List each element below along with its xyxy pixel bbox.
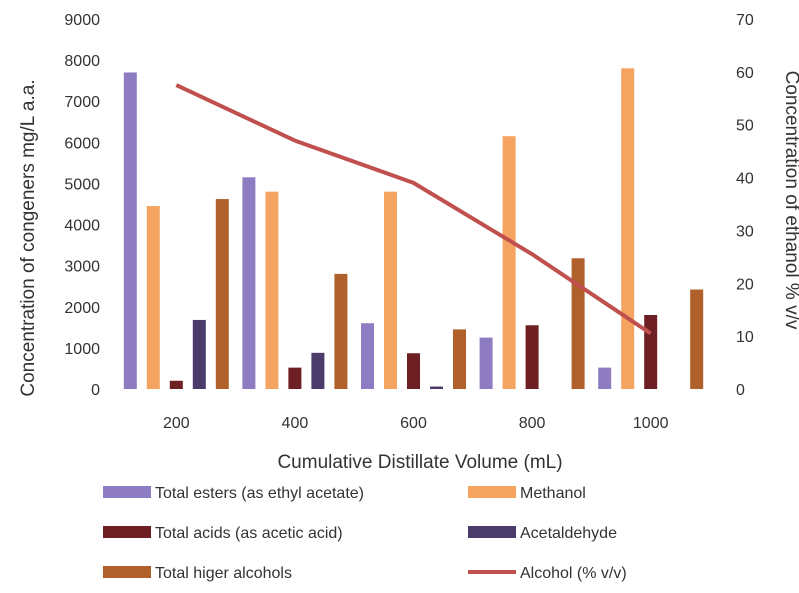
line-layer: [175, 83, 652, 336]
bar-series-4-200: [192, 319, 206, 389]
bar-series-5-200: [215, 199, 229, 389]
alcohol-line: [175, 83, 652, 336]
y-axis-title: Concentration of congeners mg/L a.a.: [18, 79, 39, 396]
legend-swatch-3: [103, 526, 151, 538]
bar-series-3-200: [169, 380, 183, 389]
right-tick-label: 30: [736, 223, 754, 240]
bar-series-1-400: [242, 177, 256, 389]
bar-series-4-600: [430, 386, 443, 389]
bar-series-2-800: [502, 136, 516, 389]
left-tick-label: 0: [91, 382, 100, 399]
bar-series-1-1000: [598, 367, 612, 389]
right-axis-ticks: 0 10 20 30 40 50 60 70: [736, 12, 754, 399]
x-tick-label: 200: [163, 415, 190, 432]
bars-group: [123, 68, 704, 389]
legend-label-2: Methanol: [520, 485, 586, 502]
bar-series-1-200: [123, 72, 137, 389]
legend-label-4: Acetaldehyde: [520, 525, 617, 542]
left-tick-label: 1000: [64, 341, 100, 358]
bar-series-1-600: [361, 323, 374, 389]
bar-series-4-400: [311, 352, 325, 389]
legend-swatch-5: [103, 566, 151, 578]
right-tick-label: 60: [736, 65, 754, 82]
legend-swatch-1: [103, 486, 151, 498]
left-tick-label: 7000: [64, 94, 100, 111]
right-tick-label: 40: [736, 171, 754, 188]
bar-series-3-800: [525, 325, 539, 389]
x-axis-title: Cumulative Distillate Volume (mL): [277, 452, 562, 473]
left-tick-label: 6000: [64, 135, 100, 152]
left-tick-label: 5000: [64, 176, 100, 193]
bar-series-3-400: [288, 367, 302, 389]
legend-label-6: Alcohol (% v/v): [520, 565, 627, 582]
legend: Total esters (as ethyl acetate) Methanol T…: [103, 485, 627, 582]
x-tick-label: 800: [519, 415, 546, 432]
bar-series-3-1000: [644, 315, 658, 389]
x-tick-label: 1000: [633, 415, 669, 432]
bar-series-2-400: [265, 191, 279, 389]
legend-swatch-4: [468, 526, 516, 538]
left-tick-label: 8000: [64, 53, 100, 70]
legend-label-3: Total acids (as acetic acid): [155, 525, 343, 542]
bar-series-2-1000: [621, 68, 635, 389]
right-tick-label: 50: [736, 118, 754, 135]
right-tick-label: 10: [736, 329, 754, 346]
right-tick-label: 20: [736, 276, 754, 293]
bar-series-5-1000: [690, 289, 704, 389]
legend-label-5: Total higer alcohols: [155, 565, 292, 582]
bar-series-5-400: [334, 273, 348, 389]
bar-series-1-800: [479, 337, 493, 389]
bar-series-2-200: [146, 206, 160, 389]
x-axis-ticks: 200 400 600 800 1000: [163, 415, 669, 432]
left-tick-label: 9000: [64, 12, 100, 29]
legend-swatch-2: [468, 486, 516, 498]
right-tick-label: 70: [736, 12, 754, 29]
left-tick-label: 3000: [64, 259, 100, 276]
bar-series-5-800: [571, 258, 585, 389]
left-tick-label: 4000: [64, 218, 100, 235]
bar-series-2-600: [384, 191, 397, 389]
y2-axis-title: Concentration of ethanol % v/v: [781, 71, 799, 330]
left-axis-ticks: 0 1000 2000 3000 4000 5000 6000 7000 8000 9000: [64, 12, 100, 399]
bar-series-5-600: [453, 329, 466, 389]
right-tick-label: 0: [736, 382, 745, 399]
x-tick-label: 400: [282, 415, 309, 432]
x-tick-label: 600: [400, 415, 427, 432]
left-tick-label: 2000: [64, 300, 100, 317]
legend-label-1: Total esters (as ethyl acetate): [155, 485, 364, 502]
bar-series-3-600: [407, 353, 420, 389]
